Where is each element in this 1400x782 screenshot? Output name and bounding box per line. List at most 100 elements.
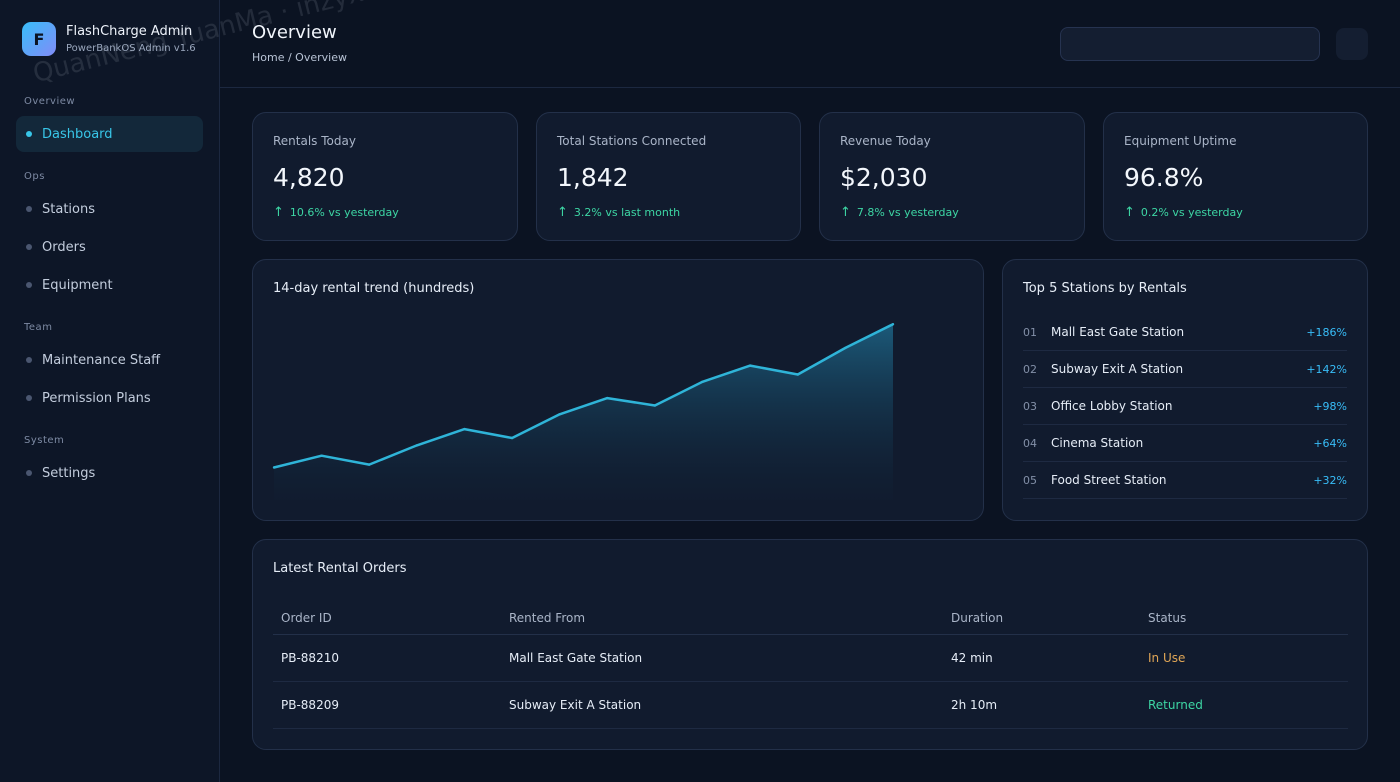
stat-card-stations: Total Stations Connected 1,842 ↑ 3.2% vs… (536, 112, 801, 241)
growth-value: +32% (1313, 473, 1347, 487)
dot-icon (26, 470, 32, 476)
growth-value: +142% (1306, 362, 1347, 376)
stat-change: ↑ 3.2% vs last month (557, 205, 680, 220)
stat-change-text: 3.2% vs last month (573, 206, 681, 219)
stat-card-revenue: Revenue Today $2,030 ↑ 7.8% vs yesterday (819, 112, 1085, 241)
chart-area-fill (274, 324, 893, 500)
chart-point-1 (272, 466, 276, 469)
page-header: Overview Home / Overview (220, 0, 1400, 88)
rank-number: 02 (1023, 362, 1037, 376)
brand: F FlashCharge Admin PowerBankOS Admin v1… (22, 22, 196, 56)
growth-value: +186% (1306, 325, 1347, 339)
stat-change: ↑ 0.2% vs yesterday (1124, 205, 1243, 220)
chart-point-7 (558, 413, 561, 416)
chart-point-9 (653, 404, 657, 407)
brand-logo: F (22, 22, 56, 56)
rank-number: 05 (1023, 473, 1037, 487)
sidebar-item-label: Stations (42, 201, 95, 217)
chart-point-6 (510, 436, 514, 440)
arrow-up-icon: ↑ (557, 205, 568, 220)
status-badge: Returned (1148, 698, 1203, 712)
station-name: Cinema Station (1051, 436, 1144, 450)
top-stations-title: Top 5 Stations by Rentals (1023, 281, 1187, 296)
rank-number: 01 (1023, 325, 1037, 339)
station-name: Mall East Gate Station (1051, 325, 1185, 339)
station-rank-row[interactable]: 01 Mall East Gate Station +186% (1023, 314, 1347, 351)
stat-label: Rentals Today (273, 134, 356, 148)
sidebar-item-dashboard[interactable]: Dashboard (16, 116, 203, 152)
chart-title: 14-day rental trend (hundreds) (273, 281, 475, 296)
orders-title: Latest Rental Orders (273, 561, 407, 576)
rented-from: Subway Exit A Station (509, 698, 642, 712)
station-rank-row[interactable]: 03 Office Lobby Station +98% (1023, 388, 1347, 425)
growth-value: +64% (1313, 436, 1347, 450)
sidebar-item-equipment[interactable]: Equipment (16, 267, 203, 303)
dot-icon (26, 206, 32, 212)
sidebar: F FlashCharge Admin PowerBankOS Admin v1… (0, 0, 220, 782)
arrow-up-icon: ↑ (1124, 205, 1135, 220)
brand-text: FlashCharge Admin PowerBankOS Admin v1.6 (66, 24, 196, 54)
notification-button[interactable] (1336, 28, 1368, 60)
top-stations-card: Top 5 Stations by Rentals 01 Mall East G… (1002, 259, 1368, 521)
order-id: PB-88209 (281, 698, 339, 712)
sidebar-item-permission-plans[interactable]: Permission Plans (16, 380, 203, 416)
sidebar-item-label: Settings (42, 465, 96, 481)
trend-chart (272, 323, 895, 500)
sidebar-item-label: Equipment (42, 277, 113, 293)
nav-section-system: System (24, 435, 65, 446)
chart-point-5 (463, 427, 466, 431)
column-header-rented-from: Rented From (509, 611, 586, 625)
trend-chart-card: 14-day rental trend (hundreds) (252, 259, 984, 521)
chart-point-12 (796, 373, 799, 376)
stat-label: Total Stations Connected (557, 134, 707, 148)
stat-card-uptime: Equipment Uptime 96.8% ↑ 0.2% vs yesterd… (1103, 112, 1368, 241)
growth-value: +98% (1313, 399, 1347, 413)
breadcrumb[interactable]: Home / Overview (252, 51, 347, 64)
station-rank-row[interactable]: 05 Food Street Station +32% (1023, 462, 1347, 499)
sidebar-item-stations[interactable]: Stations (16, 191, 203, 227)
chart-point-4 (415, 444, 418, 447)
sidebar-item-label: Dashboard (42, 126, 113, 142)
chart-point-14 (891, 323, 895, 326)
sidebar-item-maintenance-staff[interactable]: Maintenance Staff (16, 342, 203, 378)
sidebar-item-label: Permission Plans (42, 390, 151, 406)
sidebar-item-settings[interactable]: Settings (16, 455, 203, 491)
search-input[interactable] (1060, 27, 1320, 61)
stat-change: ↑ 7.8% vs yesterday (840, 205, 959, 220)
table-row[interactable]: PB-88210 Mall East Gate Station 42 min I… (273, 635, 1348, 682)
column-header-order-id: Order ID (281, 611, 332, 625)
duration: 42 min (951, 651, 993, 665)
brand-title: FlashCharge Admin (66, 24, 193, 39)
chart-series-line (273, 323, 894, 469)
nav-section-ops: Ops (24, 171, 45, 182)
stat-value: 4,820 (273, 163, 345, 192)
stat-label: Revenue Today (840, 134, 931, 148)
stat-value: 1,842 (557, 163, 629, 192)
chart-point-11 (749, 364, 752, 367)
chart-point-10 (701, 380, 704, 383)
table-header: Order ID Rented From Duration Status (273, 602, 1348, 635)
station-rank-row[interactable]: 02 Subway Exit A Station +142% (1023, 351, 1347, 388)
station-name: Office Lobby Station (1051, 399, 1173, 413)
table-row[interactable]: PB-88209 Subway Exit A Station 2h 10m Re… (273, 682, 1348, 729)
stat-change-text: 7.8% vs yesterday (856, 206, 959, 219)
dot-icon (26, 395, 32, 401)
stat-change-text: 10.6% vs yesterday (289, 206, 399, 219)
station-rank-row[interactable]: 04 Cinema Station +64% (1023, 425, 1347, 462)
status-badge: In Use (1148, 651, 1186, 665)
rank-number: 03 (1023, 399, 1037, 413)
orders-card: Latest Rental Orders Order ID Rented Fro… (252, 539, 1368, 750)
dot-icon (26, 244, 32, 250)
nav-section-overview: Overview (24, 96, 76, 107)
sidebar-item-label: Orders (42, 239, 86, 255)
rented-from: Mall East Gate Station (509, 651, 643, 665)
dot-icon (26, 131, 32, 137)
order-id: PB-88210 (281, 651, 339, 665)
brand-subtitle: PowerBankOS Admin v1.6 (66, 43, 196, 54)
chart-point-2 (320, 454, 323, 457)
duration: 2h 10m (951, 698, 998, 712)
page-title: Overview (252, 22, 337, 43)
stat-label: Equipment Uptime (1124, 134, 1237, 148)
sidebar-item-orders[interactable]: Orders (16, 229, 203, 265)
stat-value: 96.8% (1124, 163, 1204, 192)
